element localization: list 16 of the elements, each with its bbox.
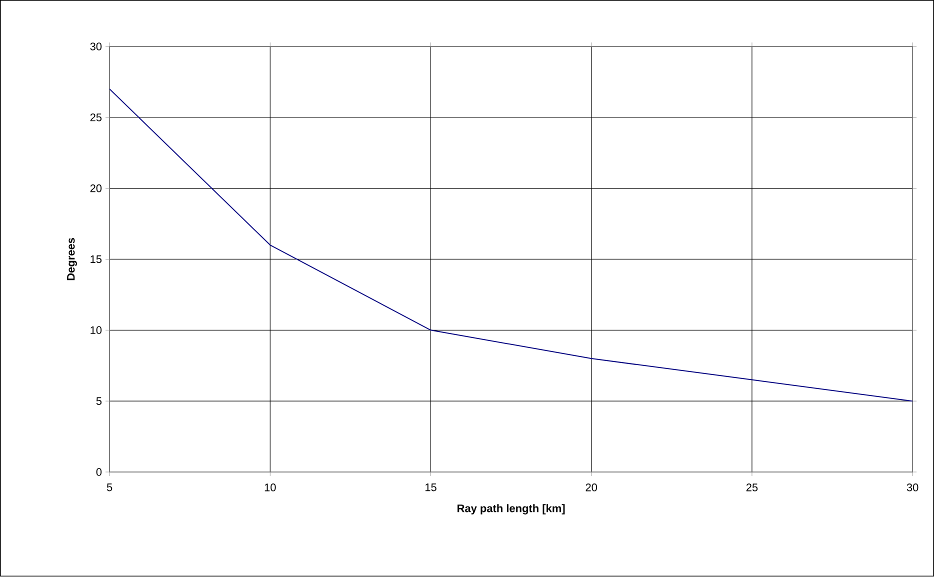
x-tick-label: 15 xyxy=(425,484,436,492)
y-tick-label: 30 xyxy=(90,42,102,51)
x-axis-title: Ray path length [km] xyxy=(458,504,565,515)
line-series xyxy=(110,88,913,402)
x-tick-label: 5 xyxy=(106,484,112,492)
y-tick-label: 10 xyxy=(90,326,102,334)
y-tick-label: 5 xyxy=(96,397,102,406)
y-tick-label: 25 xyxy=(90,114,102,122)
y-tick-label: 20 xyxy=(90,184,102,192)
y-axis-title: Degrees xyxy=(67,238,77,280)
x-tick-label: 10 xyxy=(264,484,276,492)
x-tick-label: 30 xyxy=(906,484,918,492)
x-tick-label: 25 xyxy=(746,484,758,492)
y-tick-label: 15 xyxy=(90,256,102,264)
y-tick-label: 0 xyxy=(96,468,102,476)
x-tick-label: 20 xyxy=(586,484,598,492)
